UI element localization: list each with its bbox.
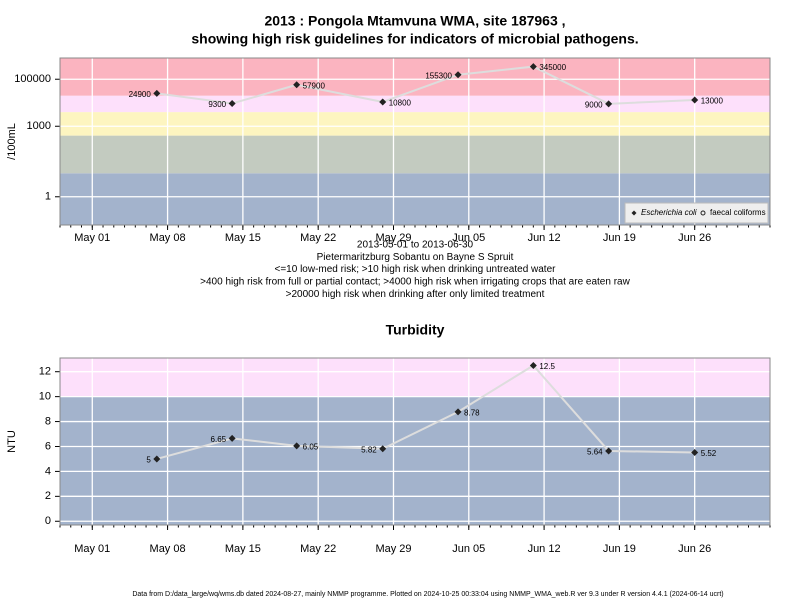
data-label: 57900	[303, 81, 326, 90]
data-label: 155300	[425, 71, 452, 80]
footer: Data from D:/data_large/wq/wms.db dated …	[132, 591, 723, 598]
y-axis-label: /100mL	[6, 123, 18, 160]
legend-box	[624, 202, 769, 224]
data-point	[293, 81, 301, 89]
series-line	[156, 65, 695, 105]
data-label: 5	[146, 456, 151, 465]
data-label: 6.05	[303, 442, 319, 451]
x-tick-label: Jun 12	[528, 232, 561, 244]
data-point	[605, 100, 613, 108]
data-point	[529, 63, 537, 71]
data-label: 8.78	[464, 408, 480, 417]
data-point	[605, 447, 613, 455]
x-tick-label: Jun 26	[678, 543, 711, 555]
y-tick-label: 1	[45, 191, 51, 203]
x-tick-label: May 29	[375, 543, 411, 555]
data-point	[228, 99, 236, 107]
caption: >20000 high risk when drinking after onl…	[286, 289, 545, 300]
y-tick-label: 12	[39, 366, 51, 378]
risk-band	[60, 95, 770, 113]
x-tick-label: Jun 12	[528, 543, 561, 555]
x-tick-label: Jun 19	[603, 543, 636, 555]
x-tick-label: Jun 05	[452, 543, 485, 555]
data-point	[454, 71, 462, 79]
data-point	[228, 434, 236, 442]
chart-title: Turbidity	[386, 322, 445, 338]
data-point	[379, 445, 387, 453]
y-tick-label: 1000	[27, 120, 51, 132]
risk-band	[60, 135, 770, 174]
data-label: 12.5	[539, 362, 555, 371]
data-point	[529, 361, 537, 369]
data-label: 5.64	[587, 448, 603, 457]
data-point	[691, 96, 699, 104]
plot-frame	[59, 357, 771, 526]
data-label: 6.65	[211, 435, 227, 444]
y-tick-label: 10	[39, 391, 51, 403]
chart-title: 2013 : Pongola Mtamvuna WMA, site 187963…	[264, 13, 565, 29]
data-label: 13000	[701, 97, 724, 106]
y-tick-label: 8	[45, 415, 51, 427]
data-label: 5.52	[701, 449, 717, 458]
risk-band	[60, 358, 770, 397]
x-tick-label: Jun 26	[678, 232, 711, 244]
x-tick-label: May 15	[225, 232, 261, 244]
caption: >400 high risk from full or partial cont…	[200, 277, 630, 288]
data-point	[293, 442, 301, 450]
series-line	[156, 364, 695, 460]
x-tick-label: May 22	[300, 543, 336, 555]
x-tick-label: May 01	[74, 232, 110, 244]
x-tick-label: May 08	[150, 543, 186, 555]
plot-frame	[59, 57, 771, 226]
y-tick-label: 0	[45, 515, 51, 527]
chart-title: showing high risk guidelines for indicat…	[191, 31, 638, 47]
y-axis-label: NTU	[6, 430, 18, 453]
data-label: 9300	[208, 100, 226, 109]
data-point	[454, 408, 462, 416]
caption: <=10 low-med risk; >10 high risk when dr…	[275, 264, 557, 275]
y-tick-label: 2	[45, 490, 51, 502]
legend-marker	[631, 210, 637, 216]
data-label: 24900	[129, 90, 152, 99]
y-tick-label: 100000	[14, 73, 51, 85]
risk-band	[60, 112, 770, 136]
x-tick-label: Jun 19	[603, 232, 636, 244]
x-tick-label: Jun 05	[452, 232, 485, 244]
data-label: 345000	[539, 63, 566, 72]
data-label: 5.82	[361, 445, 377, 454]
caption: Pietermaritzburg Sobantu on Bayne S Spru…	[317, 252, 514, 263]
legend-marker	[700, 210, 706, 216]
y-tick-label: 4	[45, 465, 51, 477]
x-tick-label: May 15	[225, 543, 261, 555]
caption: 2013-05-01 to 2013-06-30	[357, 240, 474, 251]
data-point	[153, 455, 161, 463]
legend-label: Escherichia coli	[641, 208, 697, 217]
x-tick-label: May 29	[375, 232, 411, 244]
x-tick-label: May 01	[74, 543, 110, 555]
y-tick-label: 6	[45, 440, 51, 452]
data-point	[379, 98, 387, 106]
x-tick-label: May 08	[150, 232, 186, 244]
data-point	[691, 448, 699, 456]
data-point	[153, 89, 161, 97]
risk-band	[60, 396, 770, 525]
data-label: 9000	[585, 100, 603, 109]
data-label: 10800	[389, 99, 412, 108]
x-tick-label: May 22	[300, 232, 336, 244]
legend-label: faecal coliforms	[710, 208, 766, 217]
